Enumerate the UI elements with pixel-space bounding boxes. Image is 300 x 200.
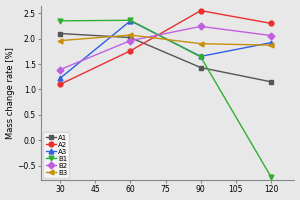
B1 xyxy=(129,19,132,21)
Line: A1: A1 xyxy=(58,31,273,84)
B3 xyxy=(58,39,62,42)
A2 xyxy=(58,83,62,86)
A1 xyxy=(269,81,273,83)
B2 xyxy=(269,34,273,37)
Y-axis label: Mass change rate [%]: Mass change rate [%] xyxy=(6,47,15,139)
B1 xyxy=(269,176,273,178)
B2 xyxy=(58,68,62,71)
A1 xyxy=(129,36,132,39)
Line: B2: B2 xyxy=(58,24,273,72)
B3 xyxy=(129,34,132,36)
A1 xyxy=(199,66,202,69)
A2 xyxy=(199,9,202,12)
B1 xyxy=(199,56,202,58)
A3 xyxy=(58,77,62,79)
B2 xyxy=(129,39,132,42)
A3 xyxy=(199,55,202,58)
B2 xyxy=(199,25,202,28)
A3 xyxy=(129,20,132,22)
A2 xyxy=(129,50,132,52)
B1 xyxy=(58,20,62,22)
A2 xyxy=(269,22,273,25)
Line: B1: B1 xyxy=(58,18,273,179)
A3 xyxy=(269,41,273,44)
Line: B3: B3 xyxy=(58,33,273,48)
Legend: A1, A2, A3, B1, B2, B3: A1, A2, A3, B1, B2, B3 xyxy=(44,132,69,178)
Line: A3: A3 xyxy=(58,18,273,81)
A1 xyxy=(58,32,62,35)
B3 xyxy=(199,42,202,45)
Line: A2: A2 xyxy=(58,8,273,87)
B3 xyxy=(269,44,273,46)
